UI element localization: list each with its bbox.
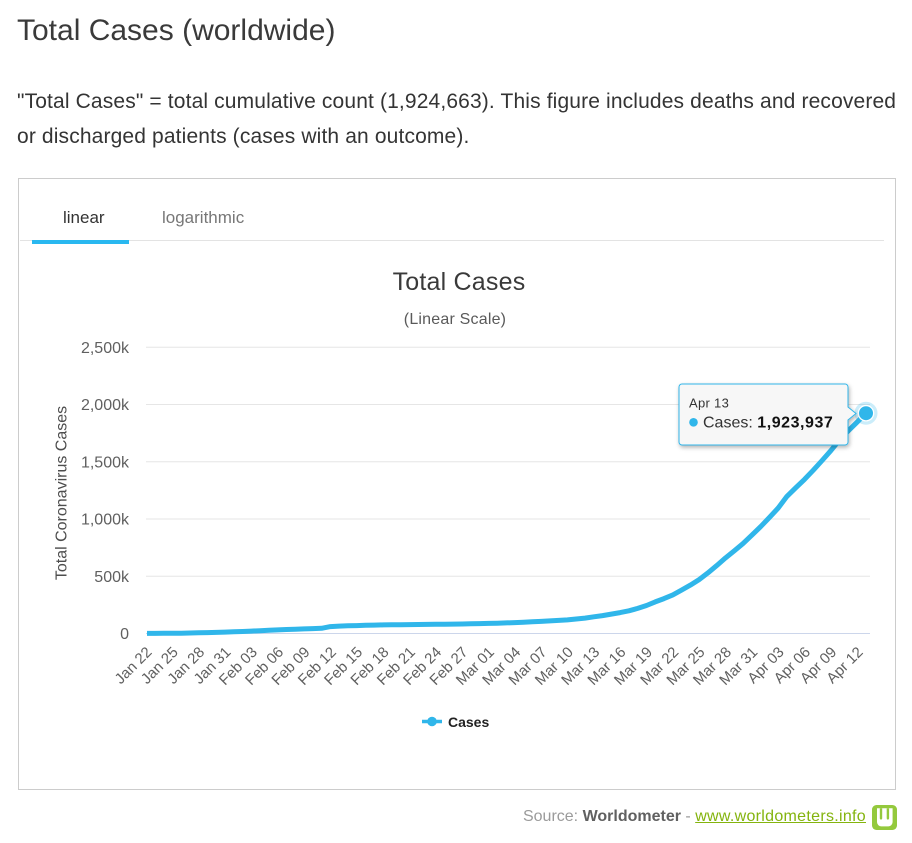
svg-text:Total Cases: Total Cases	[393, 268, 526, 296]
svg-text:0: 0	[120, 626, 129, 643]
svg-text:Cases: Cases	[448, 714, 489, 730]
svg-text:2,500k: 2,500k	[81, 340, 130, 357]
svg-text:Total Coronavirus Cases: Total Coronavirus Cases	[54, 406, 71, 580]
svg-text:500k: 500k	[94, 569, 130, 586]
svg-text:Cases: 1,923,937: Cases: 1,923,937	[703, 415, 833, 432]
svg-text:1,500k: 1,500k	[81, 454, 130, 471]
svg-text:Apr 13: Apr 13	[689, 396, 729, 411]
svg-text:1,000k: 1,000k	[81, 512, 130, 529]
svg-text:(Linear Scale): (Linear Scale)	[404, 311, 506, 328]
svg-text:2,000k: 2,000k	[81, 397, 130, 414]
